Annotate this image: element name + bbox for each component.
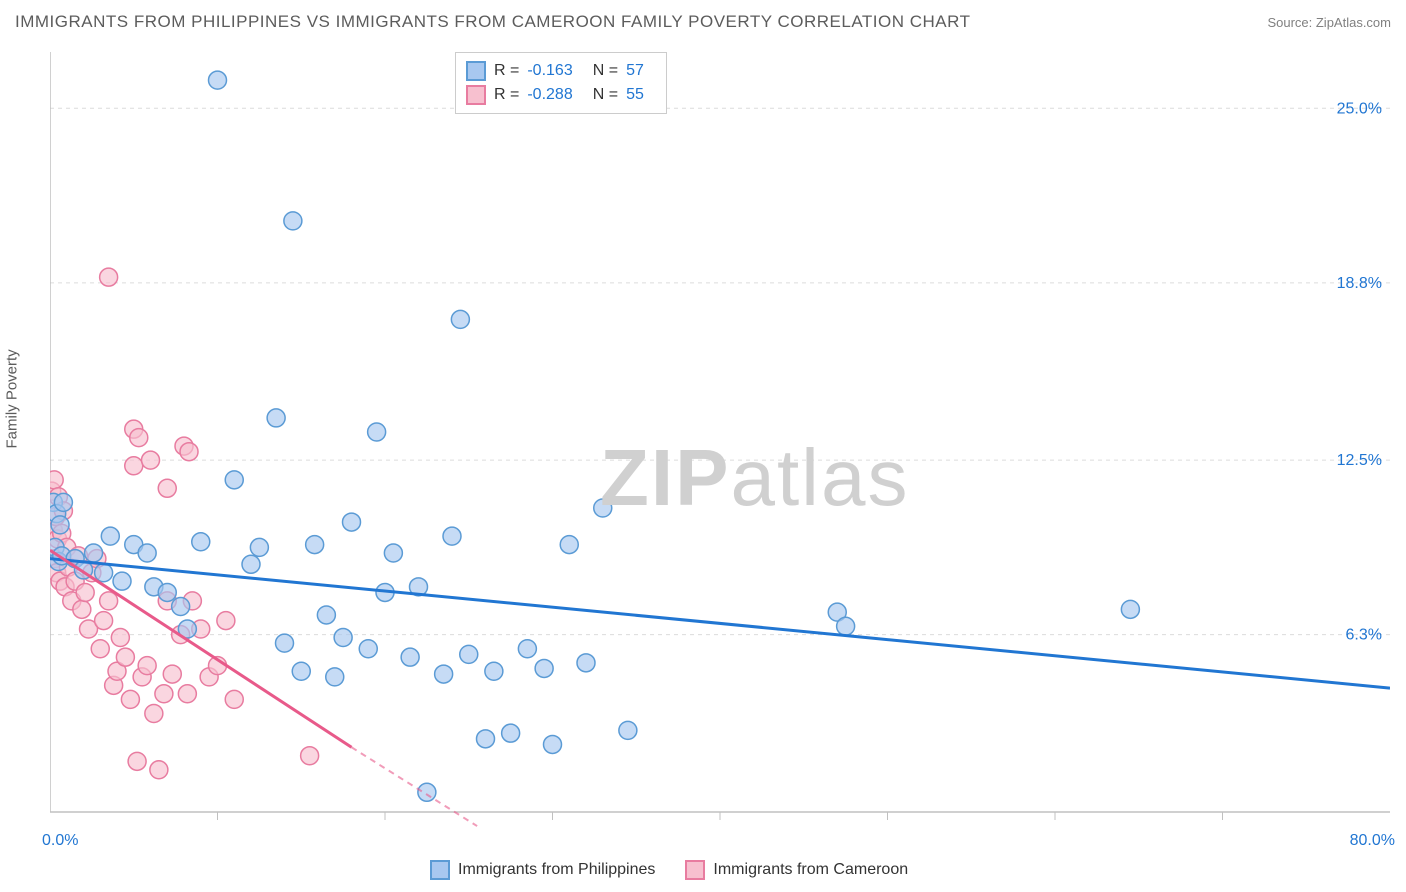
legend-item-philippines: Immigrants from Philippines: [430, 860, 655, 880]
n-value-pink: 55: [626, 86, 644, 104]
r-label: R =: [494, 86, 519, 104]
y-axis-label: Family Poverty: [4, 349, 21, 448]
x-axis-min-label: 0.0%: [42, 832, 78, 850]
legend-label-cameroon: Immigrants from Cameroon: [713, 861, 908, 879]
legend-swatch-blue-icon: [430, 860, 450, 880]
svg-text:6.3%: 6.3%: [1346, 627, 1382, 644]
svg-text:18.8%: 18.8%: [1337, 275, 1382, 292]
swatch-pink-icon: [466, 85, 486, 105]
correlation-stats-box: R = -0.163 N = 57 R = -0.288 N = 55: [455, 52, 667, 114]
x-axis-max-label: 80.0%: [1350, 832, 1395, 850]
legend-swatch-pink-icon: [685, 860, 705, 880]
source-label: Source:: [1267, 15, 1315, 30]
svg-text:12.5%: 12.5%: [1337, 452, 1382, 469]
legend-item-cameroon: Immigrants from Cameroon: [685, 860, 908, 880]
chart-container: 6.3%12.5%18.8%25.0% ZIPatlas 0.0% 80.0%: [50, 52, 1390, 842]
swatch-blue-icon: [466, 61, 486, 81]
n-value-blue: 57: [626, 62, 644, 80]
chart-header: IMMIGRANTS FROM PHILIPPINES VS IMMIGRANT…: [15, 12, 1391, 32]
r-label: R =: [494, 62, 519, 80]
series-legend: Immigrants from Philippines Immigrants f…: [430, 860, 908, 880]
n-label: N =: [593, 62, 618, 80]
chart-title: IMMIGRANTS FROM PHILIPPINES VS IMMIGRANT…: [15, 12, 971, 32]
legend-label-philippines: Immigrants from Philippines: [458, 861, 655, 879]
source-attribution: Source: ZipAtlas.com: [1267, 15, 1391, 30]
r-value-pink: -0.288: [527, 86, 572, 104]
source-value: ZipAtlas.com: [1316, 15, 1391, 30]
stats-row-philippines: R = -0.163 N = 57: [466, 59, 656, 83]
n-label: N =: [593, 86, 618, 104]
r-value-blue: -0.163: [527, 62, 572, 80]
scatter-plot: 6.3% 12.5% 18.8% 25.0%: [50, 52, 1390, 842]
stats-row-cameroon: R = -0.288 N = 55: [466, 83, 656, 107]
svg-text:25.0%: 25.0%: [1337, 100, 1382, 117]
